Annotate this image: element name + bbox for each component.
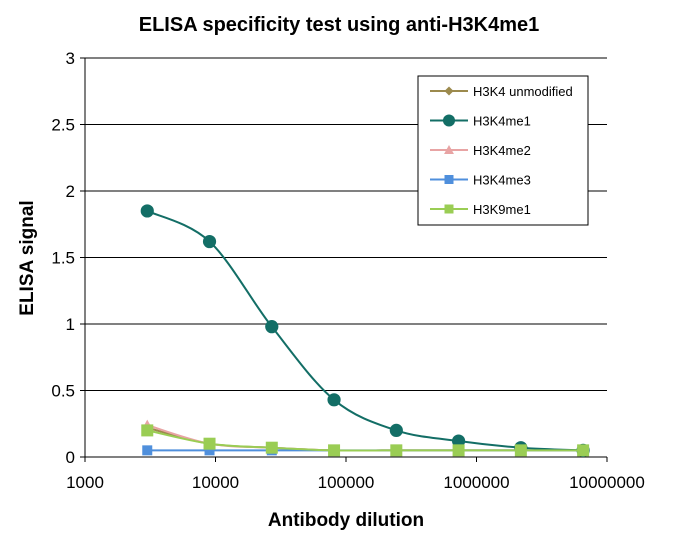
data-point	[328, 444, 341, 457]
x-tick-label: 100000	[318, 473, 375, 492]
legend-item: H3K4me3	[430, 173, 531, 188]
data-point	[142, 445, 153, 456]
legend-marker	[444, 86, 454, 96]
legend-marker	[444, 145, 454, 155]
x-tick-label: 10000	[192, 473, 239, 492]
data-point	[202, 234, 217, 249]
legend-label: H3K9me1	[473, 202, 531, 217]
legend-marker	[444, 175, 454, 184]
data-point	[141, 424, 154, 437]
y-tick-label: 3	[66, 49, 75, 68]
legend-label: H3K4me1	[473, 114, 531, 129]
y-tick-label: 1	[66, 315, 75, 334]
chart-title: ELISA specificity test using anti-H3K4me…	[138, 14, 540, 36]
data-point	[577, 444, 590, 457]
x-tick-label: 1000	[66, 473, 104, 492]
legend-item: H3K4 unmodified	[430, 84, 573, 99]
y-tick-label: 2	[66, 182, 75, 201]
data-point	[390, 444, 403, 457]
data-point	[389, 423, 403, 437]
legend: H3K4 unmodified H3K4me1 H3K4me2 H3K4me3 H3K9…	[417, 75, 589, 226]
legend-label: H3K4me3	[473, 173, 531, 188]
gridlines	[85, 57, 607, 391]
legend-label: H3K4me2	[473, 143, 531, 158]
data-point	[451, 434, 466, 448]
x-tick-label: 10000000	[569, 473, 645, 492]
y-tick-label: 1.5	[51, 249, 75, 268]
legend-label: H3K4 unmodified	[473, 84, 573, 99]
axes: 0 0.5 1 1.5 2 2.5 3 1000 10000 100000 1000000 10000…	[51, 49, 644, 492]
data-point	[265, 441, 278, 454]
y-tick-label: 2.5	[51, 116, 75, 135]
data-point	[140, 204, 154, 218]
legend-marker	[444, 204, 454, 214]
data-point	[265, 320, 279, 334]
legend-marker	[442, 114, 456, 127]
data-point	[203, 437, 216, 450]
data-point	[452, 444, 465, 457]
x-tick-label: 1000000	[443, 473, 509, 492]
y-tick-label: 0	[66, 448, 75, 467]
x-axis-label: Antibody dilution	[267, 510, 425, 531]
data-point	[327, 393, 341, 407]
y-tick-label: 0.5	[51, 382, 75, 401]
series	[140, 204, 590, 457]
series-line	[146, 210, 584, 452]
legend-item: H3K4me2	[430, 143, 531, 158]
series-h3k9me1	[141, 424, 590, 457]
legend-item: H3K4me1	[430, 114, 531, 129]
data-point	[204, 445, 215, 456]
data-point	[514, 444, 527, 457]
legend-item: H3K9me1	[430, 202, 531, 217]
series-h3k4me1	[140, 204, 590, 457]
